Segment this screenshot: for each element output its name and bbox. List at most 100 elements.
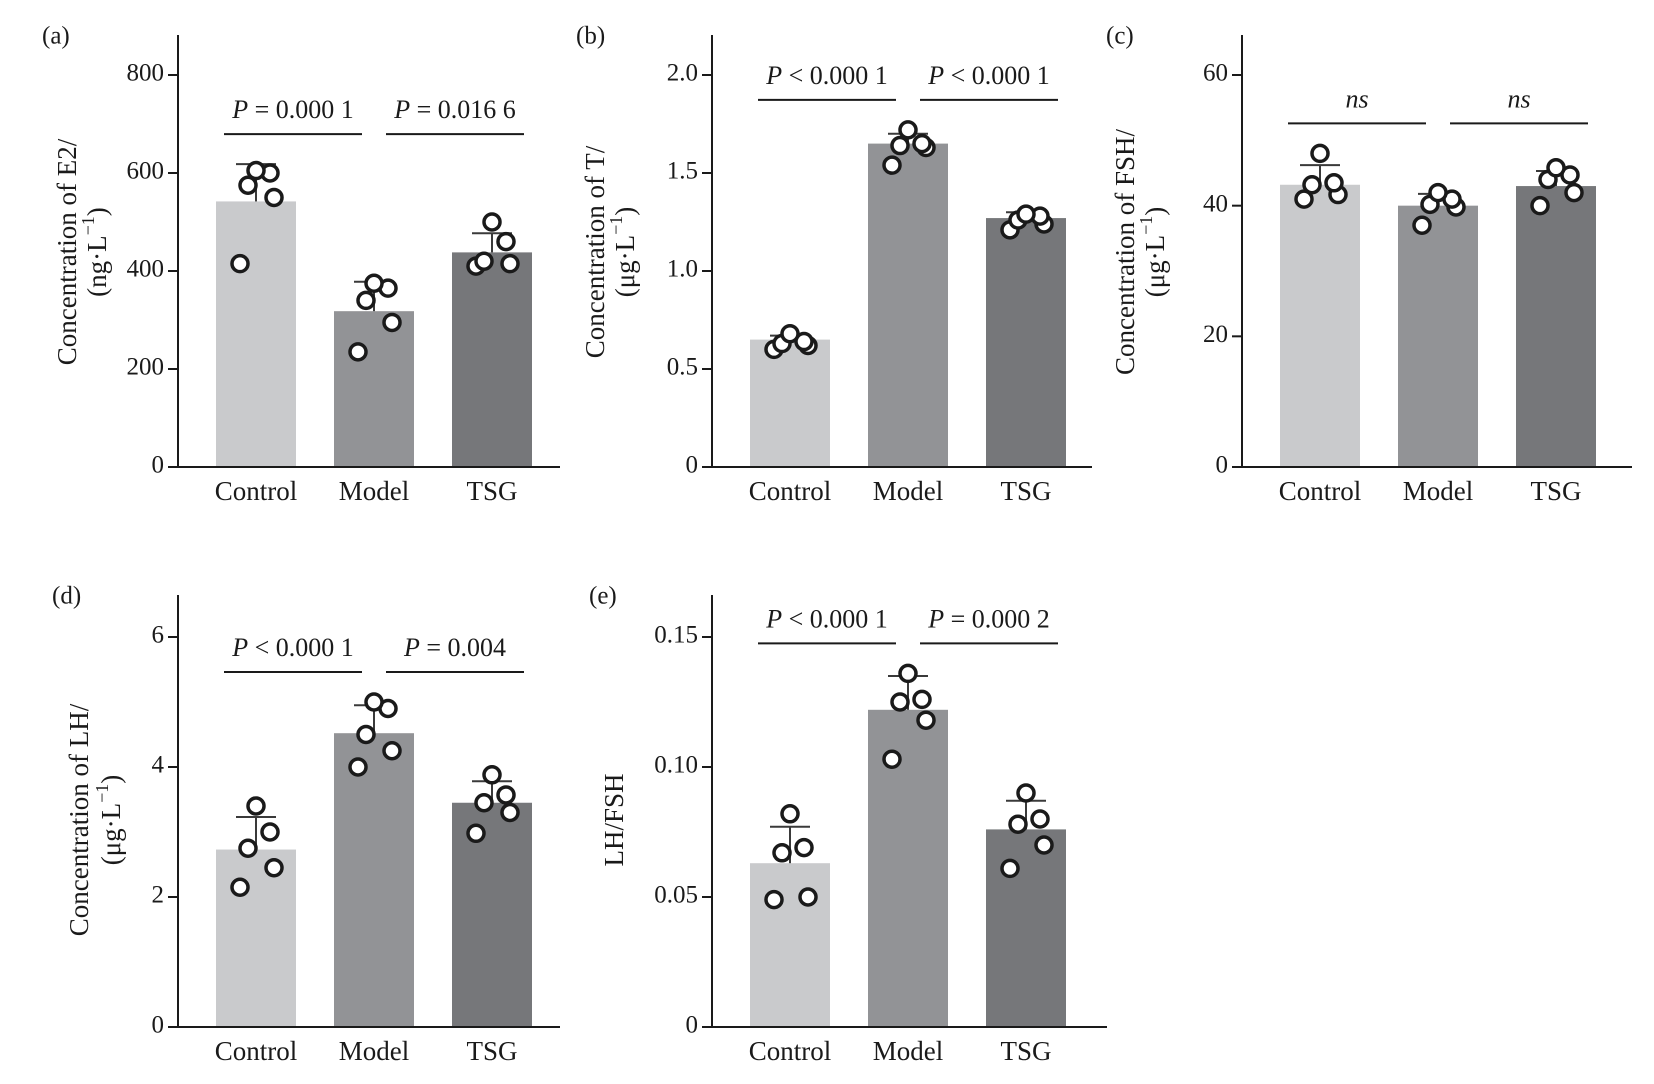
y-tick-label: 6 (152, 622, 165, 649)
bar-tsg (452, 802, 532, 1027)
y-tick-label: 0 (1216, 452, 1229, 479)
x-tick-label: Control (1279, 476, 1362, 506)
data-point-tsg (1008, 814, 1028, 834)
significance-label: P < 0.000 1 (765, 604, 888, 633)
x-tick-label: TSG (1000, 476, 1051, 506)
x-tick-label: TSG (466, 476, 517, 506)
data-point-model (898, 120, 918, 140)
data-point-control (772, 843, 792, 863)
significance-label: P = 0.000 1 (231, 95, 354, 124)
panel-e: (e) Control Model TSG 0 0.05 0.10 0.15 LH/FSH P <… (589, 583, 1107, 1066)
data-point-tsg (1016, 204, 1036, 224)
data-point-control (246, 160, 266, 181)
significance-label: P = 0.004 (403, 633, 506, 662)
significance-label: P = 0.016 6 (393, 95, 516, 124)
panels: (a)Control Model TSG0200400600800Concentra… (42, 23, 1632, 1066)
y-tick-label: 0 (686, 452, 699, 479)
data-point-model (364, 692, 384, 712)
panel-label: (a) (42, 23, 70, 50)
data-point-model (1428, 182, 1448, 203)
y-tick-label: 4 (152, 752, 165, 779)
data-point-control (246, 796, 266, 816)
data-point-model (1412, 215, 1432, 236)
data-point-tsg (496, 231, 516, 252)
significance-label: ns (1507, 84, 1530, 113)
bar-control (216, 849, 296, 1027)
significance-label: P = 0.000 2 (927, 604, 1050, 633)
panel-label: (d) (52, 583, 81, 610)
bar-control (750, 863, 830, 1027)
panel-label: (e) (589, 583, 617, 610)
data-point-control (794, 331, 814, 352)
y-tick-label: 0.05 (654, 882, 698, 909)
data-point-tsg (496, 785, 516, 805)
data-point-model (890, 692, 910, 712)
data-point-control (764, 889, 784, 910)
y-tick-label: 1.0 (667, 256, 698, 283)
data-point-control (264, 858, 284, 878)
data-point-control (1310, 143, 1330, 164)
y-tick-label: 800 (127, 60, 165, 87)
data-point-control (794, 837, 814, 858)
data-point-model (356, 290, 376, 311)
data-point-tsg (474, 793, 494, 813)
x-tick-label: Model (873, 1036, 944, 1066)
significance-label: P < 0.000 1 (765, 61, 888, 90)
x-tick-label: TSG (1000, 1036, 1051, 1066)
data-point-model (882, 155, 902, 175)
data-point-model (882, 749, 902, 769)
data-point-model (382, 312, 402, 333)
panel-b: (b) Control Model TSG 0 0.5 1.0 1.5 2.0 Concentra… (576, 23, 1092, 506)
panel-label: (b) (576, 23, 605, 50)
data-point-model (364, 273, 384, 293)
bar-tsg (986, 829, 1066, 1027)
data-point-model (912, 689, 932, 710)
data-point-tsg (482, 212, 502, 232)
y-tick-label: 40 (1203, 190, 1228, 217)
data-point-tsg (1564, 182, 1584, 203)
bar-model (334, 733, 414, 1027)
panel-d: (d) Control Model TSG 0 2 4 6 Concentration of L… (52, 583, 560, 1066)
panel-a: (a) Control Model TSG 0 200 400 600 800 Concentra… (42, 23, 560, 506)
y-tick-label: 400 (127, 256, 165, 283)
data-point-tsg (474, 251, 494, 271)
y-axis-title: Concentration of LH/ (64, 703, 94, 936)
bar-model (868, 709, 948, 1027)
y-axis-title: Concentration of FSH/ (1110, 129, 1140, 375)
x-tick-label: Control (215, 476, 298, 506)
data-point-model (890, 135, 910, 156)
y-axis-unit: (ng·L−1) (78, 207, 112, 297)
y-axis-unit: (μg·L−1) (1136, 207, 1170, 298)
data-point-model (912, 133, 932, 154)
x-tick-label: TSG (1530, 476, 1581, 506)
bar-model (334, 311, 414, 467)
x-tick-label: TSG (466, 1036, 517, 1066)
y-tick-label: 0 (152, 1012, 165, 1039)
data-point-control (260, 822, 280, 842)
bar-model (1398, 205, 1478, 467)
y-axis-unit: (μg·L−1) (606, 207, 640, 298)
x-tick-label: Control (749, 1036, 832, 1066)
x-tick-label: Model (339, 1036, 410, 1066)
x-tick-label: Control (215, 1036, 298, 1066)
data-point-tsg (1030, 809, 1050, 829)
y-tick-label: 600 (127, 158, 165, 185)
data-point-control (798, 887, 818, 907)
y-tick-label: 0.15 (654, 622, 698, 649)
data-point-control (780, 804, 800, 824)
bar-model (868, 143, 948, 467)
data-point-tsg (1546, 158, 1566, 178)
y-tick-label: 2.0 (667, 60, 698, 87)
significance-label: ns (1345, 84, 1368, 113)
data-point-tsg (500, 802, 520, 823)
y-axis-title: LH/FSH (599, 773, 629, 866)
data-point-tsg (1034, 835, 1054, 855)
bar-control (750, 339, 830, 467)
data-point-control (230, 877, 250, 897)
data-point-control (1302, 175, 1322, 195)
significance-label: P < 0.000 1 (231, 633, 354, 662)
data-point-tsg (500, 253, 520, 274)
data-point-control (238, 175, 258, 195)
data-point-tsg (466, 823, 486, 844)
y-tick-label: 0 (686, 1012, 699, 1039)
